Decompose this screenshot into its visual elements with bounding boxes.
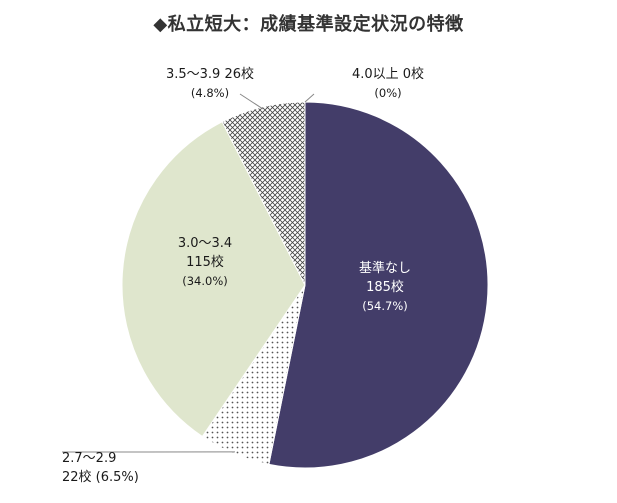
pie-slice-0 bbox=[268, 101, 489, 469]
slice-label-4-1: (0%) bbox=[374, 86, 401, 100]
slice-label-2-1: 115校 bbox=[186, 254, 224, 270]
slice-label-3-0: 3.5～3.9 26校 bbox=[166, 66, 254, 82]
leader-line-3 bbox=[239, 93, 264, 110]
slice-label-3-1: (4.8%) bbox=[191, 86, 229, 100]
slice-label-0-2: (54.7%) bbox=[362, 299, 408, 313]
slice-label-4-0: 4.0以上 0校 bbox=[352, 66, 424, 82]
slice-label-2-0: 3.0～3.4 bbox=[178, 236, 232, 251]
slice-label-1-0: 2.7～2.9 bbox=[62, 451, 116, 466]
slice-label-1-1: 22校 (6.5%) bbox=[62, 469, 139, 485]
pie-slice-3 bbox=[221, 101, 306, 286]
leader-line-4 bbox=[304, 93, 315, 103]
slice-label-0-0: 基準なし bbox=[359, 260, 411, 276]
slice-label-0-1: 185校 bbox=[366, 279, 404, 295]
slice-label-2-2: (34.0%) bbox=[182, 274, 228, 288]
chart-title: ◆私立短大：成績基準設定状況の特徴 bbox=[153, 14, 464, 35]
pie-slice-2 bbox=[121, 121, 306, 438]
